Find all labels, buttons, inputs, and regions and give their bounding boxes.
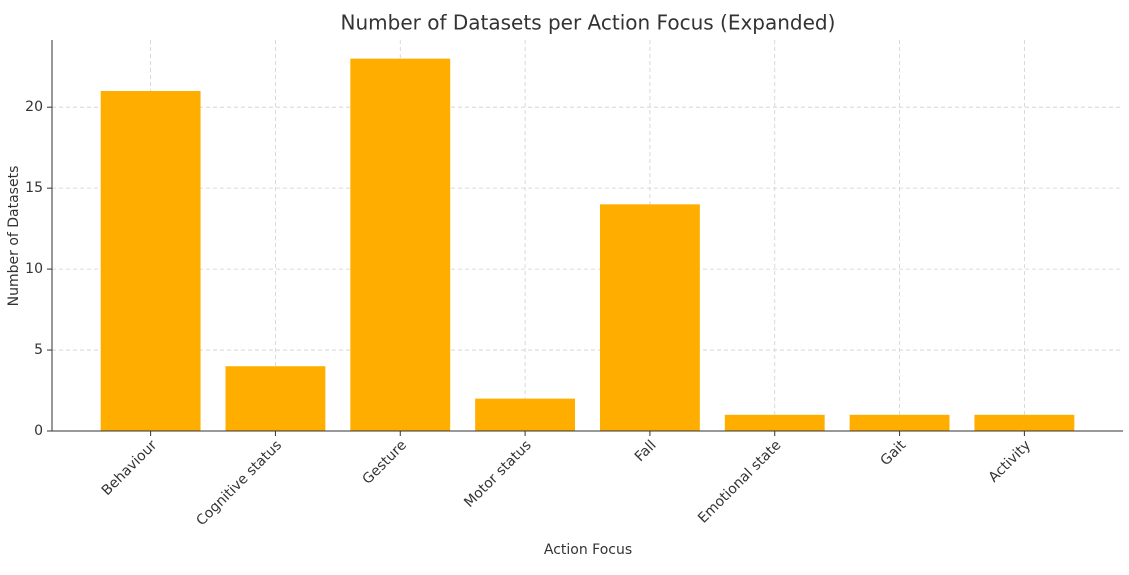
x-axis-label: Action Focus [544,542,632,558]
x-tick-label: Fall [632,437,660,465]
y-tick-label: 10 [25,261,43,277]
chart-title: Number of Datasets per Action Focus (Exp… [341,11,836,35]
x-tick-label: Gesture [360,437,410,487]
bar [974,414,1075,431]
bar [350,58,451,431]
bar [475,398,576,431]
y-tick-label: 5 [34,342,43,358]
x-tick-label: Behaviour [99,437,161,499]
bar [724,414,825,431]
x-tick-label: Motor status [461,437,534,510]
x-tick-label: Cognitive status [193,437,285,529]
bar [599,204,700,431]
bar [849,414,950,431]
y-tick-label: 15 [25,180,43,196]
x-tick-label: Gait [878,437,910,469]
x-tick-label: Emotional state [695,437,784,526]
bar [225,366,326,431]
y-tick-label: 0 [34,423,43,439]
x-tick-label: Activity [986,437,1034,485]
bar [100,91,201,431]
y-tick-label: 20 [25,99,43,115]
y-axis-label: Number of Datasets [6,166,22,307]
